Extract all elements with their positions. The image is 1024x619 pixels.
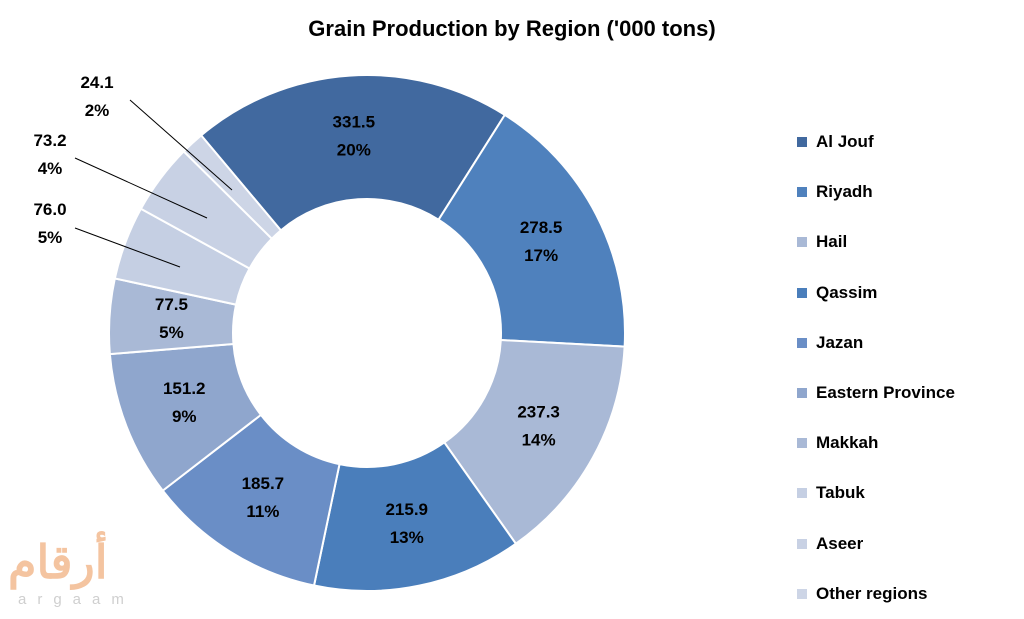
legend-swatch: [797, 488, 807, 499]
value-label: 331.5: [333, 112, 376, 131]
percent-label: 20%: [337, 140, 371, 159]
legend-swatch: [797, 237, 807, 248]
legend-item: Jazan: [797, 318, 955, 368]
legend-label: Aseer: [816, 533, 864, 553]
value-label: 237.3: [517, 403, 560, 422]
legend-label: Al Jouf: [816, 132, 874, 152]
legend-swatch: [797, 137, 807, 148]
percent-label: 5%: [38, 228, 63, 247]
legend-item: Tabuk: [797, 468, 955, 518]
leader-line: [74, 157, 208, 219]
legend-item: Other regions: [797, 569, 955, 619]
donut-chart: 331.5 20% 278.5 17% 237.3 14% 215.9 13% 185.7 11%…: [33, 73, 626, 592]
value-label: 24.1: [80, 73, 113, 92]
value-label: 278.5: [520, 218, 563, 237]
slice-riyadh: [437, 113, 626, 348]
argaam-logo: أرقام: [8, 536, 108, 588]
legend-swatch: [797, 588, 807, 599]
percent-label: 14%: [522, 431, 556, 450]
argaam-logo-latin: argaam: [18, 591, 135, 608]
legend-item: Eastern Province: [797, 368, 955, 418]
legend-item: Qassim: [797, 268, 955, 318]
value-label: 77.5: [155, 295, 188, 314]
legend: Al Jouf Riyadh Hail Qassim Jazan Eastern Prov…: [797, 117, 955, 619]
legend-label: Jazan: [816, 332, 864, 352]
legend-swatch: [797, 287, 807, 298]
legend-swatch: [797, 337, 807, 348]
legend-swatch: [797, 438, 807, 449]
leader-line: [129, 99, 233, 191]
value-label: 76.0: [33, 200, 66, 219]
legend-label: Tabuk: [816, 483, 865, 503]
legend-label: Hail: [816, 232, 848, 252]
value-label: 73.2: [33, 131, 66, 150]
chart-title: Grain Production by Region ('000 tons): [308, 16, 716, 41]
percent-label: 5%: [159, 323, 184, 342]
percent-label: 11%: [246, 502, 279, 521]
leader-line: [74, 227, 181, 268]
legend-swatch: [797, 388, 807, 399]
legend-swatch: [797, 187, 807, 198]
value-label: 215.9: [385, 500, 428, 519]
percent-label: 13%: [390, 528, 424, 547]
value-label: 185.7: [242, 474, 285, 493]
percent-label: 17%: [524, 246, 558, 265]
legend-item: Riyadh: [797, 167, 955, 217]
legend-label: Makkah: [816, 433, 879, 453]
legend-swatch: [797, 538, 807, 549]
legend-label: Eastern Province: [816, 383, 955, 403]
legend-item: Hail: [797, 217, 955, 267]
slice-al-jouf: [199, 74, 507, 232]
slice-other-regions: [182, 133, 283, 241]
legend-label: Qassim: [816, 282, 878, 302]
legend-label: Other regions: [816, 583, 928, 603]
legend-item: Makkah: [797, 418, 955, 468]
slice-hail: [442, 339, 626, 546]
legend-label: Riyadh: [816, 182, 873, 202]
percent-label: 9%: [172, 407, 197, 426]
percent-label: 2%: [85, 101, 110, 120]
legend-item: Aseer: [797, 519, 955, 569]
legend-item: Al Jouf: [797, 117, 955, 167]
value-label: 151.2: [163, 379, 206, 398]
percent-label: 4%: [38, 159, 63, 178]
